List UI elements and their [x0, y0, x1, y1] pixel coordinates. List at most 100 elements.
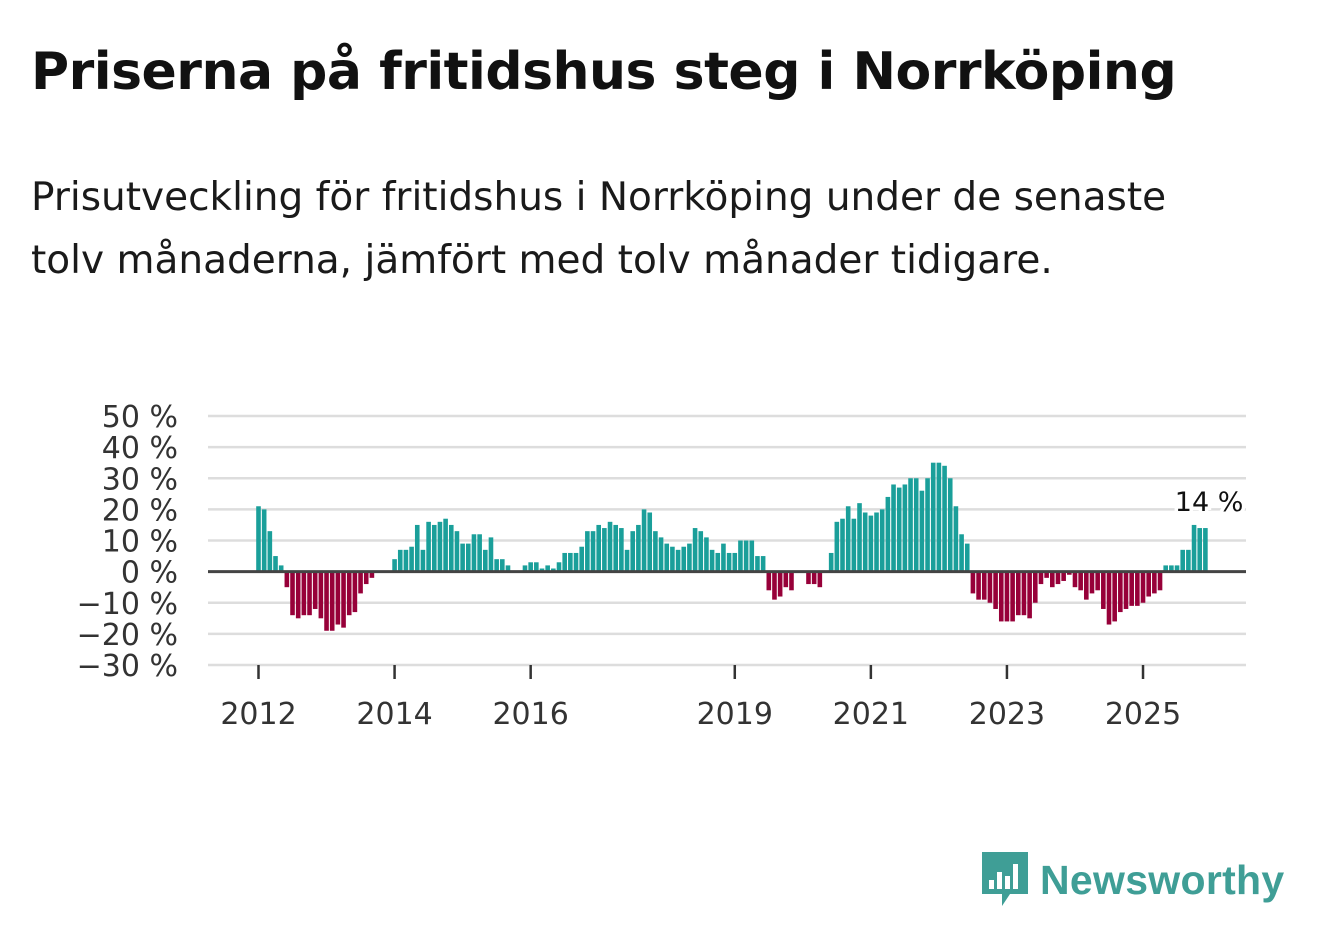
bar	[500, 559, 505, 572]
bar	[1174, 565, 1180, 572]
bar	[1191, 524, 1197, 572]
y-tick-label: 0 %	[121, 556, 178, 591]
bar	[658, 537, 664, 572]
bar	[721, 543, 726, 572]
bar	[1004, 571, 1010, 622]
bar	[675, 549, 681, 572]
bar	[369, 571, 375, 578]
bar	[295, 571, 301, 619]
bar	[896, 487, 902, 572]
bar	[477, 534, 482, 572]
bar	[981, 571, 987, 600]
bar	[1135, 571, 1140, 606]
bar	[278, 565, 284, 572]
bar	[318, 571, 324, 619]
bar	[726, 552, 732, 572]
bar	[1157, 571, 1163, 591]
x-tick-label: 2014	[356, 697, 432, 732]
bar	[777, 571, 783, 597]
bar	[397, 549, 403, 572]
y-axis: 50 %40 %30 %20 %10 %0 %−10 %−20 %−30 %	[77, 400, 178, 684]
y-tick-label: −10 %	[77, 587, 178, 622]
last-value-label: 14 %	[1175, 487, 1244, 518]
bar	[766, 571, 772, 591]
bar	[273, 556, 278, 572]
bar-chart: 50 %40 %30 %20 %10 %0 %−10 %−20 %−30 % 2…	[77, 400, 1247, 732]
bar	[1140, 571, 1146, 603]
bar	[653, 531, 658, 572]
bar	[976, 571, 981, 600]
bar	[363, 571, 369, 585]
bar	[879, 509, 885, 572]
bar	[959, 534, 964, 572]
bar	[732, 552, 738, 572]
bar	[709, 549, 715, 572]
bar	[602, 528, 607, 572]
x-tick-label: 2025	[1105, 697, 1181, 732]
bar	[834, 521, 840, 572]
bar	[488, 537, 494, 572]
bar	[613, 524, 619, 572]
bar	[664, 543, 670, 572]
bar	[998, 571, 1004, 622]
bar	[936, 462, 942, 572]
bar	[443, 518, 448, 572]
bar	[755, 556, 760, 572]
bar	[1061, 571, 1066, 581]
bar	[970, 571, 976, 594]
grid-lines	[208, 414, 1246, 667]
bar	[426, 521, 431, 572]
bar	[845, 506, 851, 572]
bar	[704, 537, 709, 572]
bar	[692, 528, 698, 572]
bar	[908, 478, 913, 572]
bar	[828, 552, 834, 572]
bar	[1203, 528, 1208, 572]
bar	[1010, 571, 1015, 622]
bar	[267, 531, 273, 572]
bar	[647, 512, 653, 572]
bar	[505, 565, 511, 572]
bar	[1186, 549, 1191, 572]
bar	[1078, 571, 1083, 591]
bar	[590, 531, 596, 572]
x-tick-label: 2016	[492, 697, 568, 732]
x-tick-label: 2012	[220, 697, 296, 732]
bar	[483, 549, 488, 572]
bar	[783, 571, 789, 588]
bar	[993, 571, 998, 609]
bar	[874, 512, 879, 572]
bar	[868, 515, 874, 572]
bar	[670, 546, 675, 572]
bar	[806, 571, 811, 585]
y-tick-label: 20 %	[102, 493, 178, 528]
bar	[545, 565, 550, 572]
bar	[420, 549, 426, 572]
bar	[930, 462, 936, 572]
bar	[568, 552, 573, 572]
bar	[256, 506, 261, 572]
bar	[448, 524, 454, 572]
bar	[261, 509, 267, 572]
bar	[346, 571, 352, 616]
bar	[585, 531, 590, 572]
bar	[596, 524, 601, 572]
y-tick-label: 50 %	[102, 400, 178, 435]
bar	[335, 571, 341, 625]
bar	[636, 524, 641, 572]
bar	[437, 521, 443, 572]
x-tick-label: 2021	[833, 697, 909, 732]
bar	[942, 465, 947, 572]
x-axis: 2012 2014 2016 2019 2021 2023 2025	[220, 665, 1181, 732]
bar	[738, 540, 743, 572]
bar	[1118, 571, 1123, 613]
bar	[556, 562, 562, 572]
bar	[301, 571, 307, 616]
bar	[1129, 571, 1134, 606]
bar	[1152, 571, 1157, 594]
y-tick-label: −20 %	[77, 618, 178, 653]
bar	[307, 571, 312, 616]
bar	[857, 503, 862, 572]
bar	[1038, 571, 1044, 585]
bar	[1021, 571, 1027, 616]
